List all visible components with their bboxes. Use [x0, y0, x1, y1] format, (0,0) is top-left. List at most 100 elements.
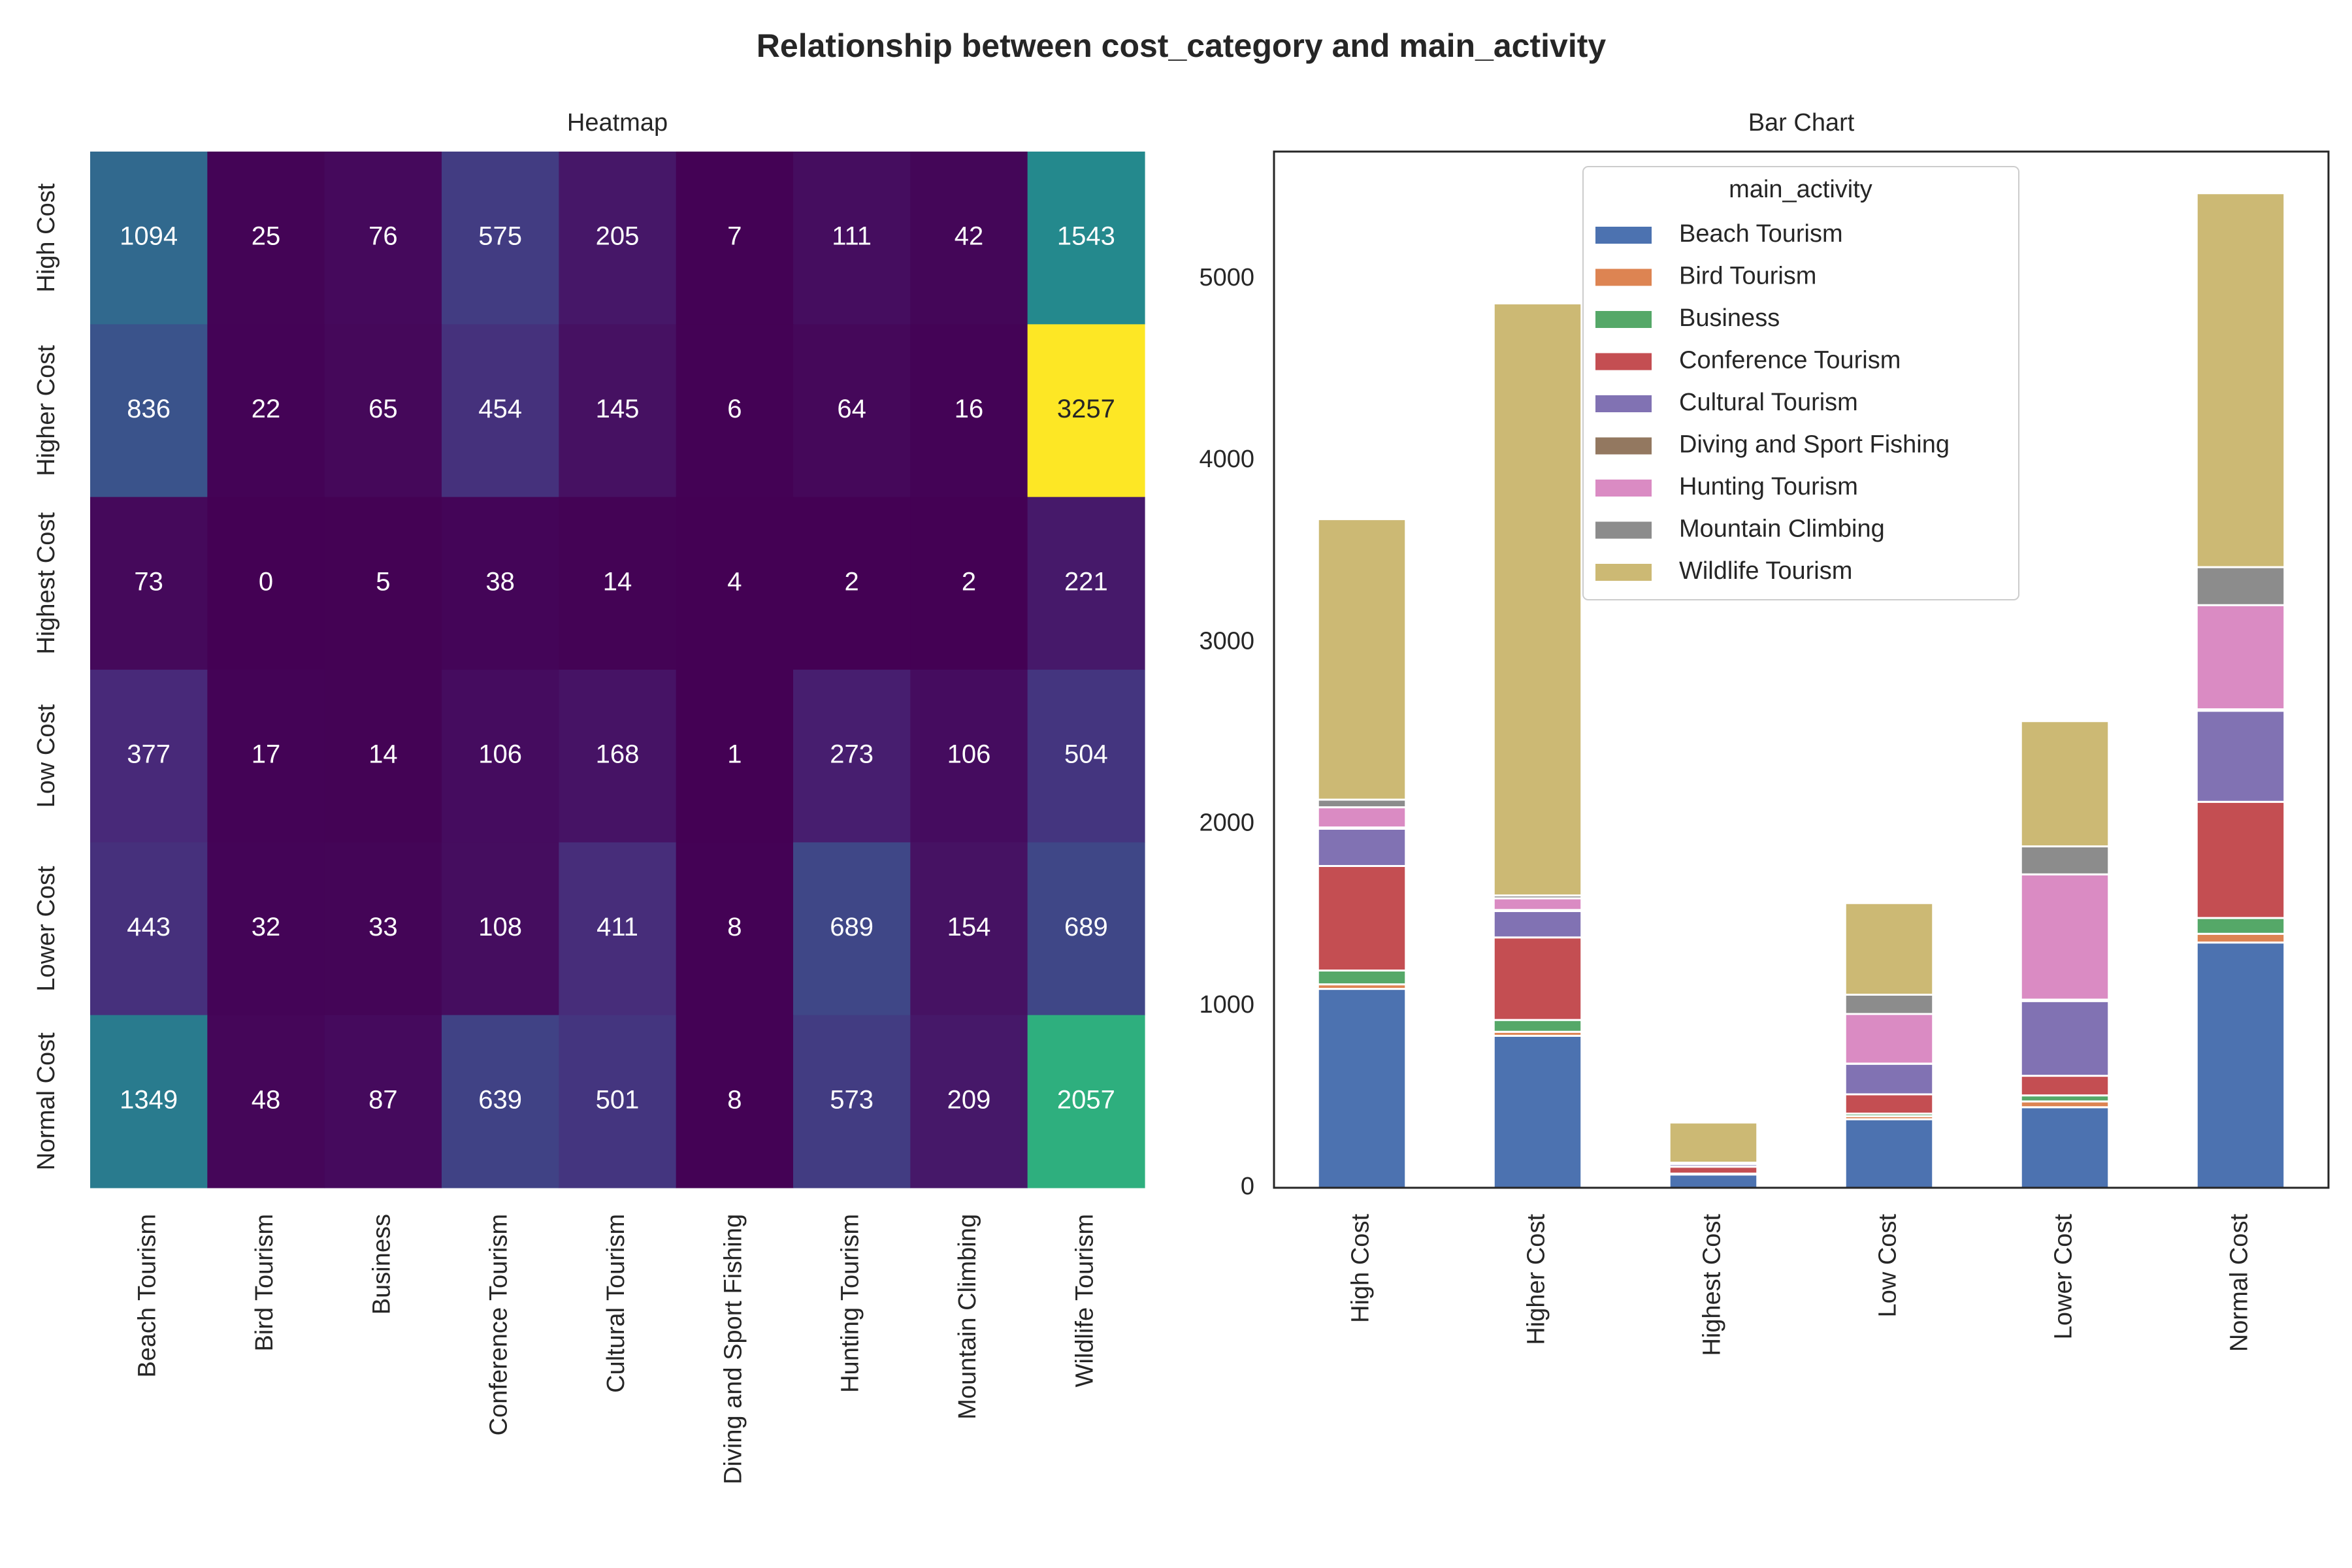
- legend-items: Beach Tourism Bird Tourism Business Confere…: [1595, 220, 1950, 585]
- heatmap-value-label: 221: [1064, 567, 1108, 596]
- bar-y-tick-label: 3000: [1199, 627, 1254, 655]
- legend-swatch: [1595, 395, 1652, 412]
- heatmap-cell: [442, 670, 559, 843]
- heatmap-value-label: 168: [596, 740, 640, 769]
- heatmap-cell: [90, 497, 208, 670]
- heatmap-cell: [793, 152, 911, 325]
- bar-segment: [2195, 941, 2286, 1189]
- heatmap-value-label: 639: [478, 1085, 522, 1114]
- bar-segment: [2019, 720, 2110, 847]
- heatmap-value-label: 2057: [1057, 1085, 1115, 1114]
- heatmap-value-label: 4: [727, 567, 742, 596]
- heatmap-cell: [207, 842, 325, 1016]
- bar-x-tick-label: Low Cost: [1874, 1214, 1902, 1318]
- legend-swatch: [1595, 227, 1652, 244]
- bar-chart-bars: [1316, 192, 2286, 1189]
- legend-label: Cultural Tourism: [1679, 389, 1858, 416]
- bar-segment: [1844, 1062, 1935, 1096]
- bar-segment: [1316, 865, 1407, 972]
- heatmap-value-label: 111: [832, 222, 872, 251]
- heatmap-column-label: Hunting Tourism: [837, 1214, 864, 1393]
- bar-segment: [2195, 917, 2286, 935]
- legend-swatch: [1595, 564, 1652, 581]
- heatmap-value-label: 1543: [1057, 222, 1115, 251]
- heatmap-row-labels: High Cost Higher Cost Highest Cost Low Cost…: [33, 183, 60, 1170]
- heatmap-value-label: 6: [727, 395, 742, 423]
- bar-segment: [2195, 932, 2286, 944]
- heatmap-cell: [676, 1015, 794, 1188]
- heatmap-value-label: 411: [596, 913, 638, 941]
- heatmap-value-label: 504: [1064, 740, 1108, 769]
- heatmap-cell: [1027, 152, 1145, 325]
- heatmap-value-label: 145: [596, 395, 640, 423]
- bar-segment: [1492, 897, 1583, 911]
- legend-swatch: [1595, 437, 1652, 455]
- heatmap-cell: [793, 324, 911, 498]
- heatmap-value-label: 1094: [120, 222, 178, 251]
- heatmap-value-label: 273: [830, 740, 874, 769]
- heatmap-cell: [90, 1015, 208, 1188]
- heatmap-cell: [1027, 324, 1145, 498]
- heatmap-column-label: Wildlife Tourism: [1071, 1214, 1098, 1387]
- heatmap-value-label: 836: [127, 395, 171, 423]
- heatmap-cell: [324, 324, 442, 498]
- heatmap-cell: [559, 324, 677, 498]
- heatmap-value-label: 454: [478, 395, 522, 423]
- legend-swatch: [1595, 311, 1652, 328]
- heatmap-cell: [1027, 842, 1145, 1016]
- heatmap-row-label: Lower Cost: [33, 866, 60, 992]
- heatmap-column-label: Diving and Sport Fishing: [719, 1214, 747, 1484]
- heatmap-column-label: Business: [368, 1214, 395, 1315]
- legend-label: Bird Tourism: [1679, 263, 1816, 290]
- heatmap-title: Heatmap: [567, 109, 668, 137]
- heatmap-cell: [1027, 1015, 1145, 1188]
- heatmap-value-label: 443: [127, 913, 171, 941]
- bar-x-tick-label: Normal Cost: [2226, 1214, 2253, 1352]
- legend-label: Mountain Climbing: [1679, 515, 1885, 543]
- heatmap-value-label: 16: [955, 395, 984, 423]
- heatmap-cell: [910, 1015, 1028, 1188]
- heatmap-row-label: Low Cost: [33, 704, 60, 808]
- heatmap-value-label: 48: [252, 1085, 281, 1114]
- bar-segment: [2195, 710, 2286, 803]
- legend-label: Conference Tourism: [1679, 347, 1901, 374]
- heatmap-cell: [324, 152, 442, 325]
- heatmap-value-label: 64: [837, 395, 866, 423]
- heatmap-value-label: 87: [368, 1085, 398, 1114]
- legend-title: main_activity: [1729, 176, 1872, 203]
- bar-segment: [2195, 800, 2286, 919]
- legend-label: Beach Tourism: [1679, 220, 1843, 248]
- heatmap-cell: [90, 670, 208, 843]
- heatmap-value-label: 205: [596, 222, 640, 251]
- bar-segment: [1492, 910, 1583, 939]
- heatmap-value-label: 25: [252, 222, 281, 251]
- heatmap-value-label: 575: [478, 222, 522, 251]
- legend-label: Wildlife Tourism: [1679, 557, 1852, 585]
- heatmap-value-label: 5: [376, 567, 390, 596]
- heatmap-column-label: Bird Tourism: [251, 1214, 278, 1351]
- heatmap-value-label: 108: [478, 913, 522, 941]
- bar-x-tick-label: Lower Cost: [2050, 1214, 2078, 1340]
- heatmap-cell: [442, 152, 559, 325]
- heatmap-cell: [90, 324, 208, 498]
- bar-segment: [1316, 969, 1407, 986]
- heatmap-row-label: Highest Cost: [33, 512, 60, 655]
- heatmap-cell: [676, 842, 794, 1016]
- heatmap-value-label: 106: [947, 740, 991, 769]
- legend-swatch: [1595, 521, 1652, 539]
- heatmap-value-label: 1349: [120, 1085, 178, 1114]
- bar-segment: [2195, 192, 2286, 568]
- legend-swatch: [1595, 353, 1652, 370]
- heatmap-value-label: 0: [259, 567, 273, 596]
- bar-segment: [1492, 1034, 1583, 1189]
- heatmap-column-label: Beach Tourism: [134, 1214, 161, 1378]
- heatmap-value-label: 17: [252, 740, 281, 769]
- heatmap-cell: [910, 324, 1028, 498]
- heatmap-row-label: High Cost: [33, 183, 60, 292]
- heatmap-cell: [910, 670, 1028, 843]
- heatmap-cell: [90, 842, 208, 1016]
- bar-segment: [1492, 1019, 1583, 1033]
- heatmap-cell: [1027, 670, 1145, 843]
- bar-chart-x-ticks: High Cost Higher Cost Highest Cost Low Cost…: [1347, 1214, 2253, 1356]
